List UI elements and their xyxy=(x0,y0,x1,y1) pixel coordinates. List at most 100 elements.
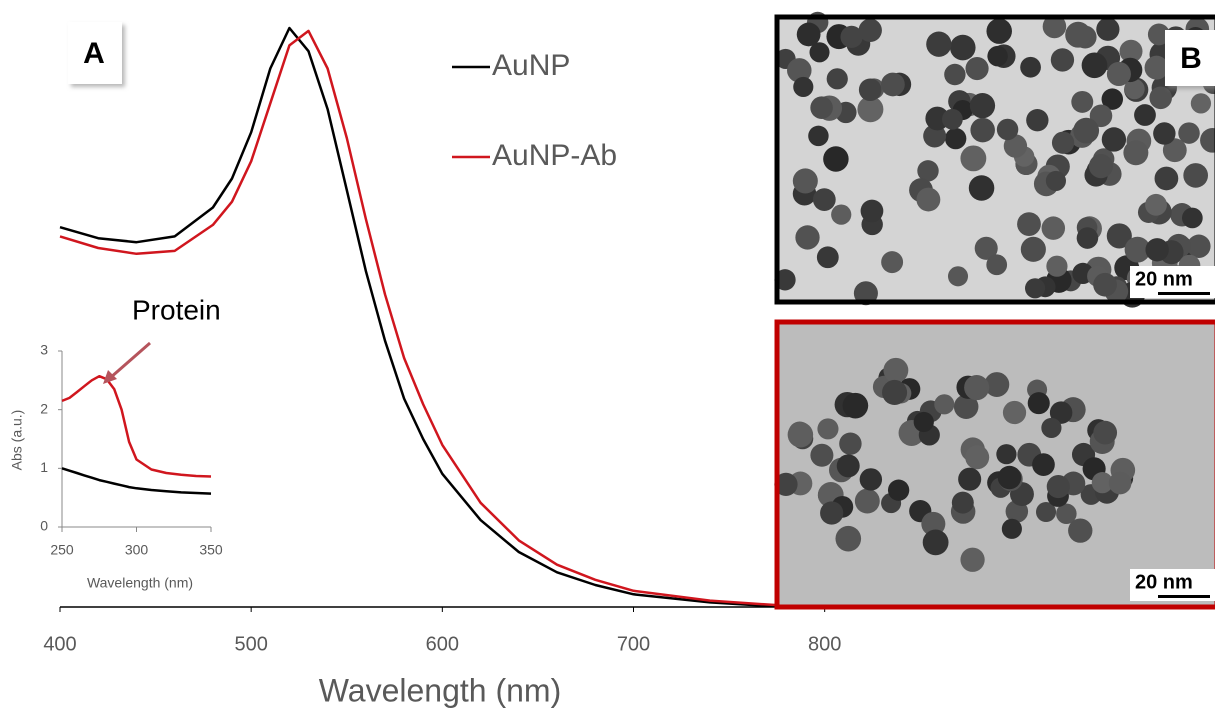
nanoparticle xyxy=(859,468,883,491)
nanoparticle xyxy=(968,175,995,201)
nanoparticle xyxy=(831,204,852,225)
nanoparticle xyxy=(1017,212,1041,236)
nanoparticle xyxy=(1041,417,1062,438)
nanoparticle xyxy=(1046,255,1068,277)
nanoparticle xyxy=(817,418,839,440)
panel-label-box xyxy=(68,22,122,84)
y-tick-label: 3 xyxy=(40,342,48,358)
nanoparticle xyxy=(810,96,833,119)
nanoparticle xyxy=(823,146,849,172)
nanoparticle xyxy=(1088,154,1114,179)
nanoparticle xyxy=(960,547,985,572)
scale-bar xyxy=(1158,292,1210,295)
nanoparticle xyxy=(986,18,1012,44)
nanoparticle xyxy=(1181,207,1203,229)
nanoparticle xyxy=(1051,131,1075,154)
nanoparticle xyxy=(1091,472,1113,494)
nanoparticle xyxy=(860,199,884,223)
nanoparticle xyxy=(970,117,995,143)
spectrum-line xyxy=(59,29,787,608)
nanoparticle xyxy=(787,421,814,448)
nanoparticle xyxy=(1147,23,1170,46)
legend-label: AuNP-Ab xyxy=(492,139,617,172)
nanoparticle xyxy=(1020,236,1046,262)
scale-bar-label: 20 nm xyxy=(1135,571,1193,593)
nanoparticle xyxy=(1145,193,1167,216)
nanoparticle xyxy=(1123,140,1149,166)
scale-bar-label: 20 nm xyxy=(1135,268,1193,290)
panel-label: B xyxy=(1180,42,1202,75)
nanoparticle xyxy=(793,76,814,97)
nanoparticle xyxy=(1081,52,1108,79)
x-tick-label: 350 xyxy=(199,542,223,558)
nanoparticle xyxy=(965,445,990,470)
nanoparticle xyxy=(1187,234,1211,258)
nanoparticle xyxy=(836,454,860,478)
x-tick-label: 800 xyxy=(808,633,841,655)
nanoparticle xyxy=(1068,518,1093,543)
x-axis-title: Wavelength (nm) xyxy=(319,672,561,708)
nanoparticle xyxy=(1002,400,1027,425)
nanoparticle xyxy=(1119,39,1143,63)
nanoparticle xyxy=(996,444,1017,465)
nanoparticle xyxy=(1093,420,1118,445)
x-axis-title: Wavelength (nm) xyxy=(87,575,193,591)
nanoparticle xyxy=(1144,55,1169,80)
nanoparticle xyxy=(1101,88,1124,110)
nanoparticle xyxy=(984,372,1010,397)
nanoparticle xyxy=(951,491,974,514)
nanoparticle xyxy=(922,529,949,556)
nanoparticle xyxy=(1124,236,1151,263)
nanoparticle xyxy=(816,246,839,269)
y-tick-label: 2 xyxy=(40,400,48,416)
y-tick-label: 0 xyxy=(40,518,48,534)
nanoparticle xyxy=(842,392,869,419)
nanoparticle xyxy=(858,78,882,102)
nanoparticle xyxy=(974,236,998,260)
nanoparticle xyxy=(1045,170,1066,191)
nanoparticle xyxy=(1049,401,1073,424)
nanoparticle xyxy=(996,118,1019,141)
nanoparticle xyxy=(950,34,976,61)
nanoparticle xyxy=(1154,166,1179,191)
nanoparticle xyxy=(1096,17,1120,41)
nanoparticle xyxy=(1076,227,1099,249)
x-tick-label: 250 xyxy=(50,542,74,558)
spectrum-line xyxy=(61,467,212,495)
x-tick-label: 500 xyxy=(234,633,267,655)
nanoparticle xyxy=(1153,122,1176,145)
annotation: Protein xyxy=(132,294,221,325)
annotation-arrow xyxy=(109,341,151,380)
nanoparticle xyxy=(987,45,1008,67)
nanoparticle xyxy=(1046,474,1070,499)
nanoparticle xyxy=(808,125,829,147)
nanoparticle xyxy=(881,251,904,274)
nanoparticle xyxy=(969,93,996,119)
nanoparticle xyxy=(1050,48,1075,72)
nanoparticle xyxy=(921,511,946,536)
nanoparticle xyxy=(1027,392,1050,415)
nanoparticle xyxy=(958,467,982,491)
nanoparticle xyxy=(913,411,934,433)
nanoparticle xyxy=(953,394,979,419)
nanoparticle xyxy=(796,22,821,47)
nanoparticle xyxy=(858,18,882,43)
nanoparticle xyxy=(1093,272,1117,297)
nanoparticle xyxy=(1124,78,1145,100)
nanoparticle xyxy=(839,432,862,455)
nanoparticle xyxy=(810,443,834,467)
nanoparticle xyxy=(1032,453,1055,476)
nanoparticle xyxy=(887,479,910,501)
nanoparticle xyxy=(942,108,963,130)
nanoparticle xyxy=(1134,104,1156,126)
nanoparticle xyxy=(926,31,952,57)
nanoparticle xyxy=(826,68,848,90)
nanoparticle xyxy=(1035,501,1057,523)
nanoparticle xyxy=(997,465,1022,490)
nanoparticle xyxy=(1042,14,1067,39)
image-frame xyxy=(774,319,1215,610)
nanoparticle xyxy=(1183,163,1209,188)
nanoparticle xyxy=(774,472,798,497)
x-tick-label: 400 xyxy=(43,633,76,655)
